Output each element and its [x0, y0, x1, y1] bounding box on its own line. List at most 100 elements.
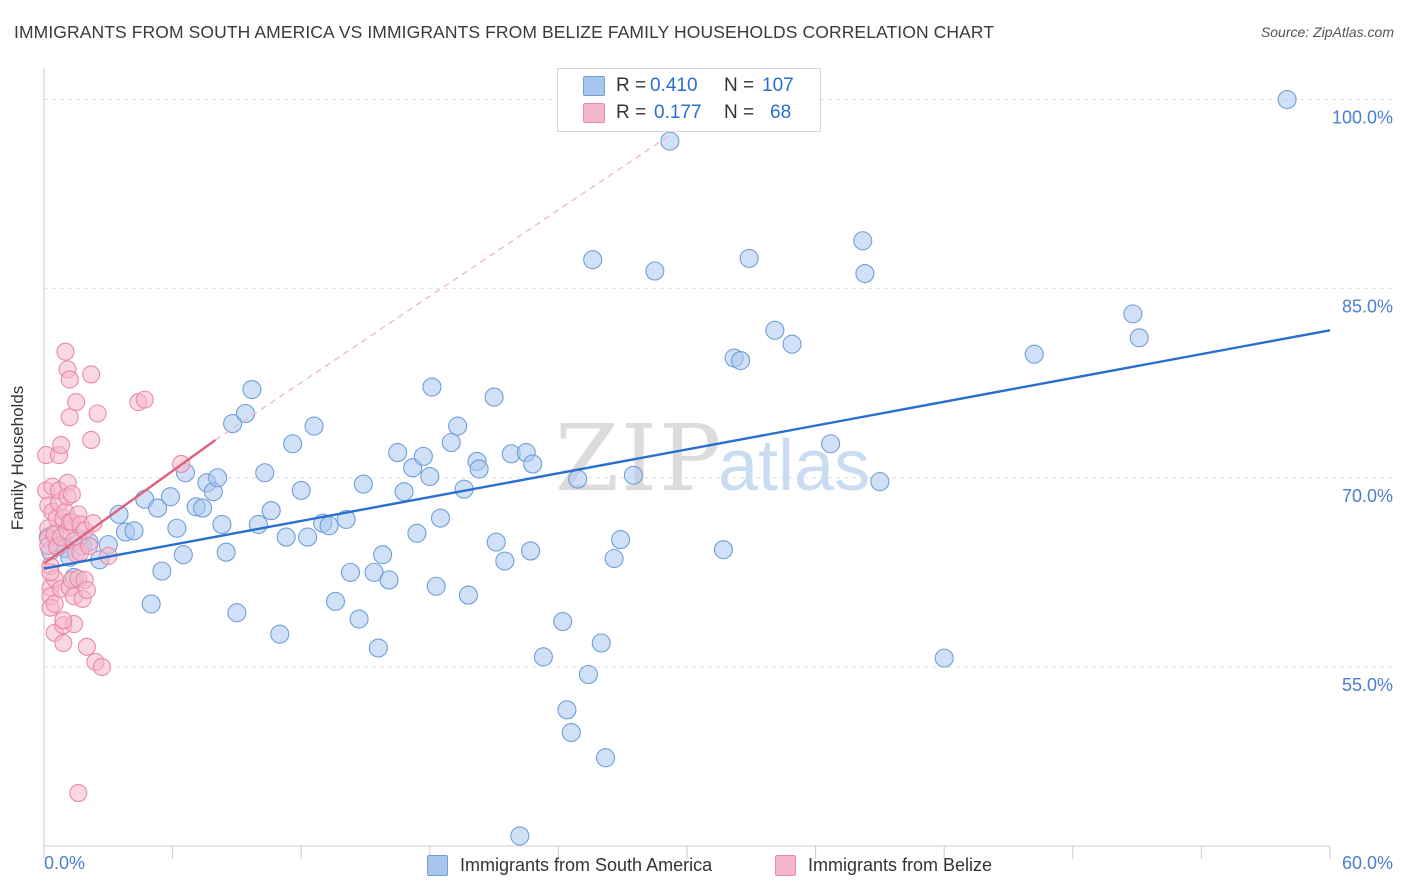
south-america-point — [353, 474, 373, 494]
south-america-point — [739, 248, 759, 268]
legend-n-label: N = — [724, 102, 755, 123]
legend-swatch-blue — [583, 76, 605, 96]
south-america-point — [469, 459, 489, 479]
trend-line-belize — [43, 439, 217, 565]
bottom-legend-swatch-blue — [427, 854, 448, 876]
south-america-point — [578, 664, 598, 685]
bottom-legend-south-america: Immigrants from South America — [427, 852, 712, 878]
south-america-point — [379, 570, 399, 590]
south-america-point — [870, 472, 890, 492]
legend-n-value: 68 — [770, 102, 792, 123]
correlation-legend: R = 0.410 N = 107 R = 0.177 N = 68 — [557, 68, 821, 132]
south-america-point — [426, 576, 446, 596]
south-america-point — [523, 454, 543, 474]
belize-point — [45, 594, 64, 613]
belize-point — [56, 342, 75, 361]
south-america-point — [394, 482, 414, 502]
south-america-point — [148, 498, 168, 518]
south-america-point — [160, 487, 181, 507]
source-credit: Source: ZipAtlas.com — [1260, 24, 1394, 40]
south-america-point — [553, 612, 573, 632]
south-america-point — [458, 585, 478, 605]
south-america-point — [557, 700, 577, 720]
south-america-point — [261, 501, 281, 521]
south-america-point — [109, 504, 129, 524]
south-america-point — [242, 379, 262, 400]
belize-point — [88, 404, 107, 423]
south-america-point — [364, 562, 384, 582]
south-america-point — [223, 414, 243, 434]
south-america-point — [1024, 344, 1044, 364]
south-america-point — [152, 561, 172, 581]
belize-point — [77, 637, 96, 656]
south-america-point — [855, 263, 875, 284]
legend-r-value: 0.177 — [654, 102, 702, 123]
x-tick-label-max: 60.0% — [1342, 853, 1393, 873]
south-america-point — [304, 416, 324, 436]
bottom-legend-swatch-pink — [775, 854, 796, 876]
south-america-point — [373, 545, 393, 565]
south-america-point — [1129, 328, 1149, 348]
belize-point — [52, 435, 71, 455]
south-america-point — [276, 527, 296, 547]
south-america-point — [821, 434, 841, 454]
south-america-point — [591, 633, 611, 653]
south-america-point — [604, 548, 624, 569]
trend-line-south-america — [43, 329, 1331, 570]
bottom-legend-belize: Immigrants from Belize — [775, 852, 992, 878]
south-america-point — [568, 469, 588, 489]
south-america-point — [208, 468, 228, 488]
south-america-point — [270, 624, 290, 644]
south-america-point — [713, 540, 733, 560]
south-america-point — [645, 261, 665, 281]
south-america-point — [388, 443, 408, 463]
south-america-point — [486, 532, 506, 552]
belize-point — [79, 536, 99, 555]
south-america-point — [1123, 304, 1143, 324]
y-tick-label: 100.0% — [1332, 108, 1393, 128]
south-america-point — [660, 131, 680, 151]
south-america-point — [420, 466, 440, 487]
legend-r-value: 0.410 — [650, 75, 698, 96]
belize-point — [69, 783, 88, 803]
south-america-point — [520, 541, 541, 561]
belize-point — [92, 657, 111, 676]
south-america-point — [336, 509, 356, 529]
south-america-point — [765, 320, 785, 340]
south-america-point — [298, 527, 318, 547]
watermark: ZIP atlas — [555, 405, 870, 512]
south-america-point — [325, 591, 346, 611]
south-america-point — [533, 647, 553, 667]
south-america-point — [173, 545, 193, 565]
south-america-point — [227, 603, 247, 623]
belize-point — [135, 390, 154, 409]
south-america-point — [448, 416, 468, 436]
south-america-point — [441, 432, 461, 453]
y-tick-label: 55.0% — [1342, 675, 1393, 695]
south-america-point — [422, 377, 442, 397]
belize-point — [82, 430, 101, 450]
south-america-point — [340, 562, 361, 582]
belize-point — [77, 580, 96, 600]
belize-point — [62, 485, 81, 504]
belize-point — [54, 633, 73, 653]
south-america-point — [611, 530, 631, 550]
south-america-point — [212, 514, 232, 535]
legend-row-south-america: R = 0.410 N = 107 — [558, 73, 820, 99]
chart-title: IMMIGRANTS FROM SOUTH AMERICA VS IMMIGRA… — [14, 22, 995, 42]
belize-point — [54, 611, 73, 630]
south-america-point — [782, 334, 802, 354]
south-america-point — [731, 350, 751, 371]
bottom-legend-label: Immigrants from Belize — [808, 854, 993, 875]
belize-point — [82, 365, 101, 384]
bottom-legend-label: Immigrants from South America — [460, 854, 713, 875]
south-america-point — [934, 648, 954, 668]
belize-point — [67, 393, 86, 412]
belize-point — [60, 408, 79, 427]
belize-point — [60, 370, 79, 389]
south-america-point — [255, 463, 275, 483]
south-america-point — [510, 826, 530, 846]
south-america-point — [623, 465, 643, 485]
series-belize-points — [37, 342, 191, 803]
trend-lines — [43, 80, 1331, 570]
